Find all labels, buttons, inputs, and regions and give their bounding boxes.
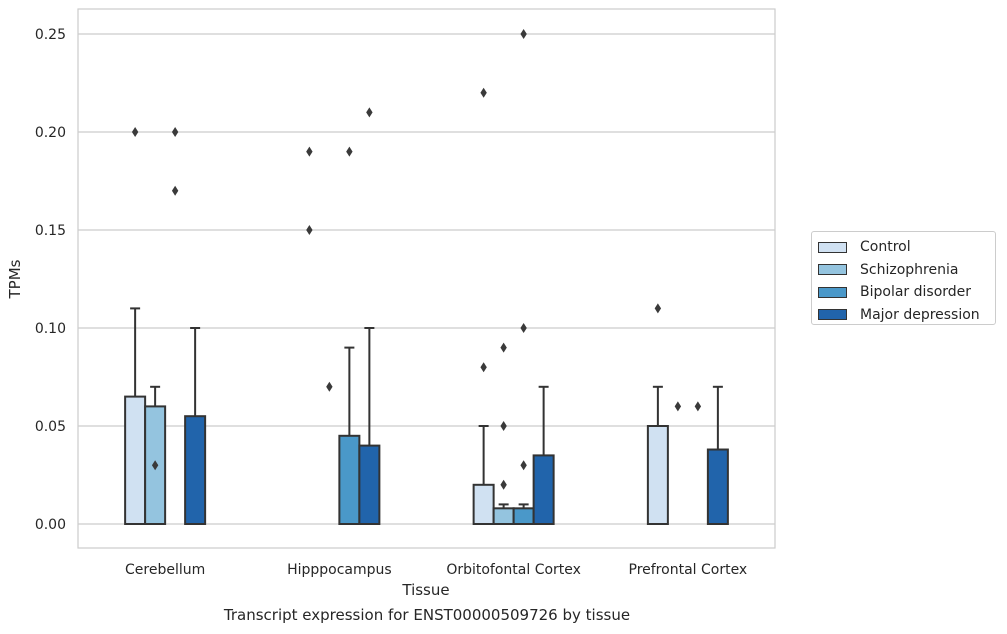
bar: [532, 454, 555, 525]
x-tick-label: Prefrontal Cortex: [629, 562, 748, 578]
y-tick-label: 0.25: [35, 27, 66, 43]
x-axis-label: Tissue: [401, 581, 449, 599]
outlier-point: [654, 303, 662, 314]
legend: Control Schizophrenia Bipolar disorder Majo…: [811, 231, 996, 325]
outlier-point: [500, 342, 507, 353]
bars: [124, 395, 729, 526]
outlier-point: [520, 323, 527, 333]
outlier-point: [306, 225, 313, 235]
error-whiskers: [130, 307, 723, 509]
outlier-point: [346, 146, 353, 157]
outlier-point: [171, 127, 179, 137]
outlier-point: [520, 29, 527, 39]
y-tick-labels: 0.00 0.05 0.10 0.15 0.20 0.25: [35, 27, 66, 533]
gridlines: [78, 33, 775, 525]
outlier-point: [500, 479, 507, 490]
bar: [124, 395, 147, 526]
legend-label: Control: [860, 239, 911, 256]
outlier-point: [366, 107, 373, 118]
legend-swatch: [818, 309, 847, 321]
bar: [646, 425, 669, 525]
bar: [358, 444, 381, 526]
bar: [512, 507, 535, 526]
outlier-point: [151, 460, 159, 471]
outlier-point: [306, 146, 313, 157]
legend-label: Bipolar disorder: [860, 284, 972, 301]
outlier-point: [500, 421, 507, 431]
legend-item: Control: [818, 236, 995, 259]
bar: [706, 448, 729, 525]
bar: [492, 507, 515, 526]
y-tick-label: 0.20: [35, 125, 66, 141]
y-tick-label: 0.10: [35, 321, 66, 337]
chart-title: Transcript expression for ENST0000050972…: [223, 606, 631, 624]
legend-swatch: [818, 241, 847, 253]
y-tick-label: 0.00: [35, 517, 66, 533]
legend-swatch: [818, 286, 847, 298]
outlier-point: [480, 362, 487, 373]
legend-swatch: [818, 264, 847, 276]
legend-label: Major depression: [860, 306, 980, 323]
bar: [472, 483, 495, 525]
bar: [338, 434, 361, 525]
x-tick-labels: Cerebellum Hipppocampus Orbitofontal Corte…: [125, 562, 747, 578]
y-axis-label: TPMs: [6, 259, 24, 299]
outlier-point: [480, 87, 487, 98]
legend-label: Schizophrenia: [860, 261, 959, 278]
outlier-point: [131, 127, 139, 137]
y-tick-label: 0.15: [35, 223, 66, 239]
y-tick-label: 0.05: [35, 419, 66, 435]
outlier-point: [674, 401, 682, 412]
outlier-point: [171, 185, 179, 196]
legend-item: Bipolar disorder: [818, 281, 995, 304]
outlier-point: [520, 460, 527, 471]
outlier-point: [326, 381, 333, 392]
legend-item: Schizophrenia: [818, 259, 995, 282]
x-tick-label: Cerebellum: [125, 562, 205, 578]
plot-frame: [77, 8, 776, 549]
bar: [184, 415, 207, 526]
x-tick-label: Orbitofontal Cortex: [446, 562, 581, 578]
legend-item: Major depression: [818, 304, 995, 327]
outlier-points: [131, 29, 702, 490]
outlier-point: [694, 401, 702, 412]
x-tick-label: Hipppocampus: [287, 562, 392, 578]
